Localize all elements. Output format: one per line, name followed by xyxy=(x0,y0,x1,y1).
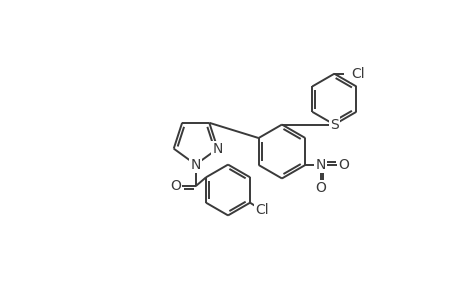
Text: S: S xyxy=(329,118,338,131)
Text: N: N xyxy=(212,142,222,156)
Text: Cl: Cl xyxy=(351,67,364,81)
Text: N: N xyxy=(190,158,201,172)
Text: Cl: Cl xyxy=(255,203,269,218)
Text: O: O xyxy=(338,158,348,172)
Text: N: N xyxy=(315,158,325,172)
Text: O: O xyxy=(170,179,181,193)
Text: O: O xyxy=(314,181,325,195)
